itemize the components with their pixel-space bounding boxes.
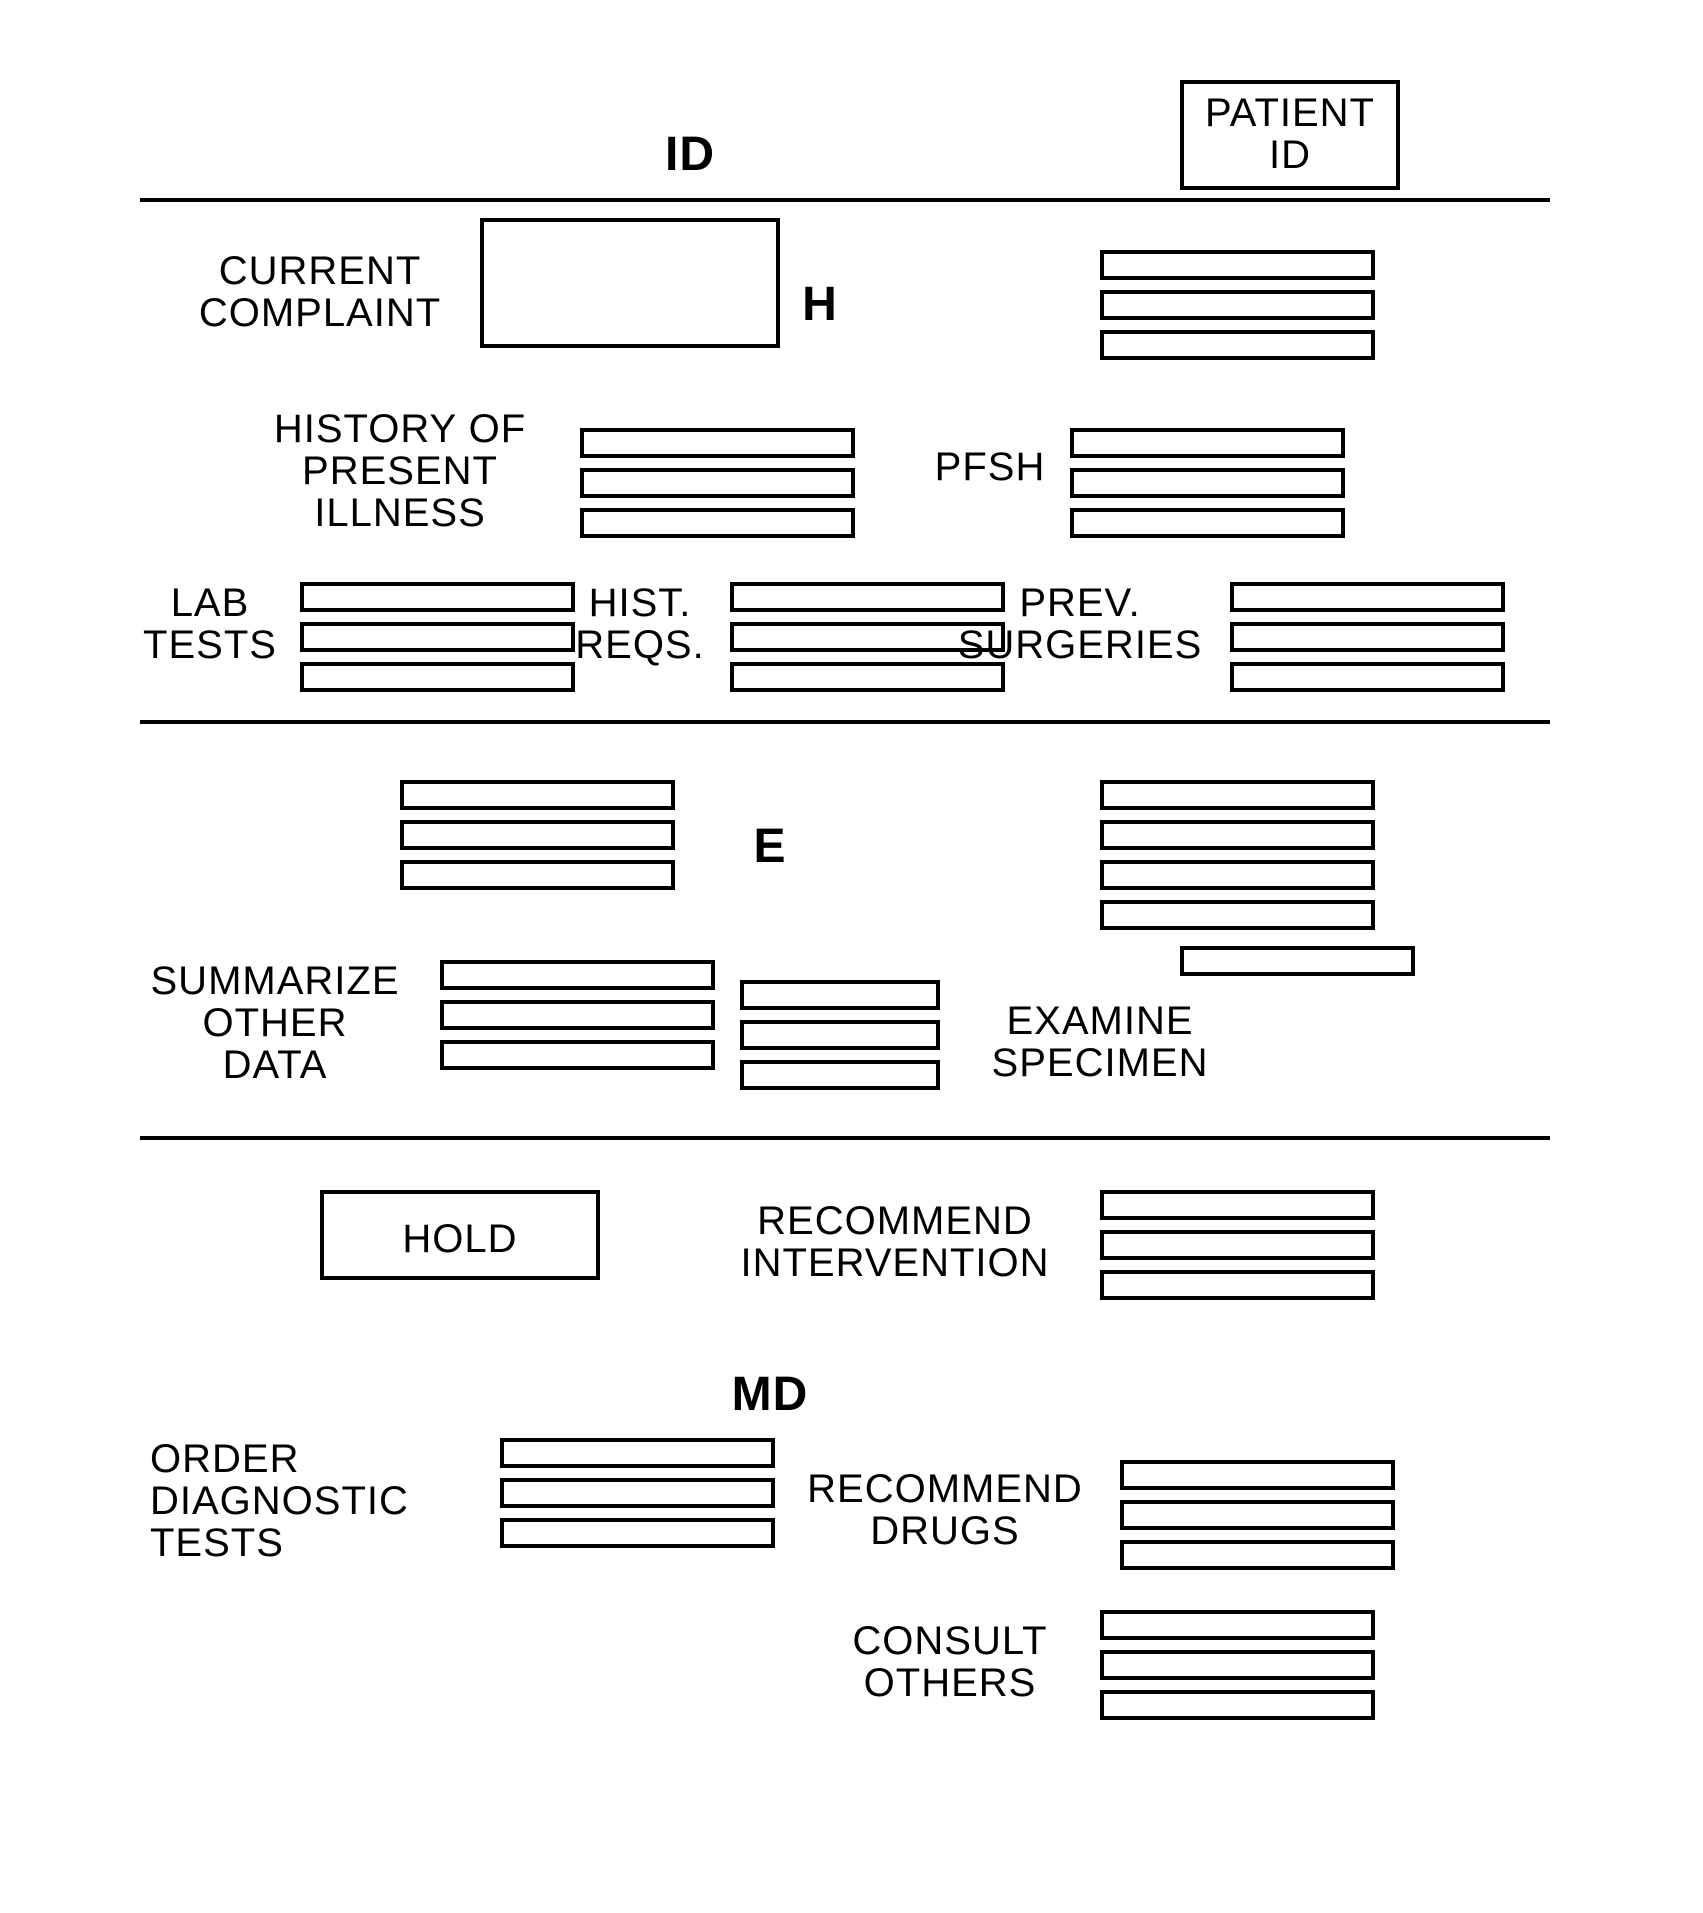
pfsh-label: PFSH (920, 446, 1060, 488)
hold-label: HOLD (370, 1218, 550, 1260)
rule-2 (140, 720, 1550, 724)
hpi-slot-2 (580, 468, 855, 498)
prev-surg-slot-1 (1230, 582, 1505, 612)
current-complaint-box (480, 218, 780, 348)
lab-tests-slot-3 (300, 662, 575, 692)
recdrugs-slot-3 (1120, 1540, 1395, 1570)
e-right-offset-slot (1180, 946, 1415, 976)
section-h: H (790, 280, 850, 330)
interv-slot-2 (1100, 1230, 1375, 1260)
diagram-canvas: ID PATIENT ID H CURRENT COMPLAINT HISTOR… (0, 0, 1703, 1913)
consult-slot-1 (1100, 1610, 1375, 1640)
e-right-slot-3 (1100, 860, 1375, 890)
prev-surg-slot-2 (1230, 622, 1505, 652)
rule-3 (140, 1136, 1550, 1140)
interv-slot-1 (1100, 1190, 1375, 1220)
e-mid-slot-3 (740, 1060, 940, 1090)
e-right-slot-2 (1100, 820, 1375, 850)
summarize-slot-2 (440, 1000, 715, 1030)
orderdx-slot-3 (500, 1518, 775, 1548)
e-mid-slot-1 (740, 980, 940, 1010)
rule-1 (140, 198, 1550, 202)
e-left-slot-2 (400, 820, 675, 850)
section-md: MD (720, 1370, 820, 1420)
recdrugs-slot-2 (1120, 1500, 1395, 1530)
summarize-label: SUMMARIZE OTHER DATA (110, 960, 440, 1086)
recdrugs-slot-1 (1120, 1460, 1395, 1490)
interv-slot-3 (1100, 1270, 1375, 1300)
patient-id-label: PATIENT ID (1180, 92, 1400, 176)
e-right-slot-4 (1100, 900, 1375, 930)
summarize-slot-3 (440, 1040, 715, 1070)
pfsh-slot-1 (1070, 428, 1345, 458)
recommend-drugs-label: RECOMMEND DRUGS (770, 1468, 1120, 1552)
e-left-slot-1 (400, 780, 675, 810)
h-right-slot-2 (1100, 290, 1375, 320)
e-left-slot-3 (400, 860, 675, 890)
order-dx-tests-label: ORDER DIAGNOSTIC TESTS (150, 1438, 500, 1564)
consult-slot-3 (1100, 1690, 1375, 1720)
lab-tests-label: LAB TESTS (120, 582, 300, 666)
orderdx-slot-1 (500, 1438, 775, 1468)
consult-slot-2 (1100, 1650, 1375, 1680)
orderdx-slot-2 (500, 1478, 775, 1508)
summarize-slot-1 (440, 960, 715, 990)
e-right-slot-1 (1100, 780, 1375, 810)
h-right-slot-1 (1100, 250, 1375, 280)
section-e: E (740, 822, 800, 872)
current-complaint-label: CURRENT COMPLAINT (170, 250, 470, 334)
e-mid-slot-2 (740, 1020, 940, 1050)
recommend-intervention-label: RECOMMEND INTERVENTION (700, 1200, 1090, 1284)
hpi-slot-3 (580, 508, 855, 538)
prev-surg-slot-3 (1230, 662, 1505, 692)
examine-specimen-label: EXAMINE SPECIMEN (950, 1000, 1250, 1084)
hpi-slot-1 (580, 428, 855, 458)
consult-others-label: CONSULT OTHERS (810, 1620, 1090, 1704)
h-right-slot-3 (1100, 330, 1375, 360)
header-id: ID (640, 130, 740, 180)
pfsh-slot-3 (1070, 508, 1345, 538)
lab-tests-slot-1 (300, 582, 575, 612)
hpi-label: HISTORY OF PRESENT ILLNESS (250, 408, 550, 534)
hist-reqs-label: HIST. REQS. (550, 582, 730, 666)
pfsh-slot-2 (1070, 468, 1345, 498)
prev-surgeries-label: PREV. SURGERIES (930, 582, 1230, 666)
lab-tests-slot-2 (300, 622, 575, 652)
